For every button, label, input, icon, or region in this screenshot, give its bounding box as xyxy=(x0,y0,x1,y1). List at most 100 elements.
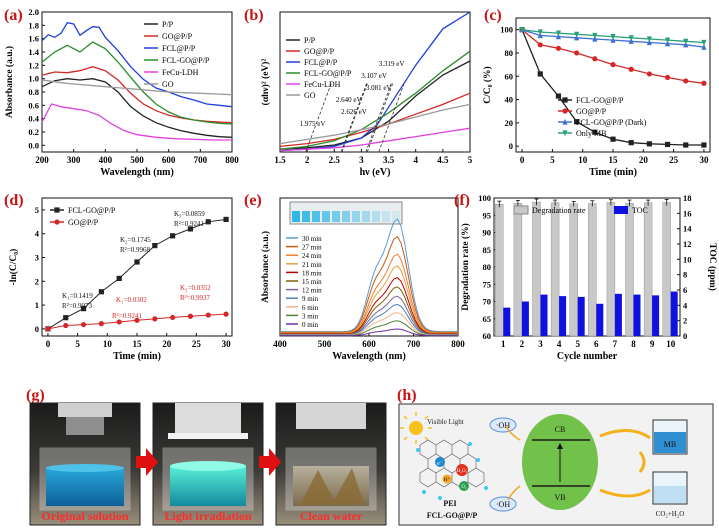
bar-toc xyxy=(652,295,660,336)
bar-toc xyxy=(521,301,529,336)
legend-entry: 9 min xyxy=(302,295,319,303)
legend-entry: 27 min xyxy=(302,244,322,252)
legend-entry: GO xyxy=(162,80,174,89)
x-tick-label-a: 700 xyxy=(194,155,208,165)
data-point-Only MB xyxy=(519,27,525,33)
x-tick-label-a: 300 xyxy=(67,155,81,165)
rate-constant-label: R²=0.9968 xyxy=(120,246,150,254)
bar-toc xyxy=(596,303,604,336)
data-point-FCL-GO@P/P (Dark) xyxy=(574,34,580,41)
legend-entry: FCL-GO@P/P xyxy=(576,96,624,105)
y2-tick-label-f: 6 xyxy=(683,285,687,295)
legend-entry: GO@P/P xyxy=(68,218,99,227)
y-tick-label-c: 20 xyxy=(505,118,514,128)
spectrum-30 min xyxy=(280,218,458,333)
x-tick-label-b: 5 xyxy=(468,155,473,165)
y-tick-label-f: 60 xyxy=(483,331,492,341)
legend-entry: 21 min xyxy=(302,261,322,269)
bar-degradation-rate xyxy=(625,202,634,337)
y-tick-label-d: 4 xyxy=(35,229,40,239)
bar-degradation-rate xyxy=(569,203,578,337)
series-line-FCL-GO@P/P xyxy=(279,50,471,150)
legend-entry: 30 min xyxy=(302,235,322,243)
chart-panels: 200 300 400 500 600 700 8000.00.20.40.60.81.01… xyxy=(4,7,718,362)
legend-entry: 6 min xyxy=(302,304,319,312)
x-axis-label-f: Cycle number xyxy=(557,351,618,362)
x-tick-label-a: 500 xyxy=(130,155,144,165)
data-point-GO@P/P xyxy=(134,317,140,323)
data-point-FCL-GO@P/P (Dark) xyxy=(537,32,543,39)
band-gap-label: 3.081 eV xyxy=(366,84,392,92)
data-point-FCL-GO@P/P (Dark) xyxy=(628,38,634,44)
legend-entry: 18 min xyxy=(302,269,322,277)
y-tick-label-a: 1.4 xyxy=(28,47,39,57)
band-gap-label: 3.107 eV xyxy=(361,72,387,80)
data-point-GO@P/P xyxy=(98,321,104,327)
data-point-FCL-GO@P/P (Dark) xyxy=(646,39,652,46)
legend-entry: FeCu-LDH xyxy=(304,80,341,89)
data-point-GO@P/P xyxy=(116,319,122,325)
x-tick-label-c: 25 xyxy=(669,155,679,165)
data-point-FCL-GO@P/P xyxy=(628,140,634,146)
h2o2-label: H₂O₂ xyxy=(457,469,468,474)
legend-entry: 3 min xyxy=(302,312,319,320)
x-tick-label-e: 400 xyxy=(273,339,287,349)
rate-constant-label: K₃=0.0859 xyxy=(174,210,205,218)
y-tick-label-a: 1.8 xyxy=(28,20,39,30)
legend-entry: FCL@P/P xyxy=(304,58,338,67)
photo-strip: Original solution Light irradiation Clea… xyxy=(29,402,387,526)
y-axis-label-e: Absorbance (a.u.) xyxy=(260,231,271,303)
caption-original-solution: Original solution xyxy=(41,509,128,523)
y-tick-label-a: 0.4 xyxy=(28,114,39,124)
data-point-FCL-GO@P/P xyxy=(80,306,87,312)
y2-tick-label-f: 4 xyxy=(683,300,688,310)
data-point-Only MB xyxy=(610,34,616,40)
legend-entry: 0 min xyxy=(302,321,319,329)
panel-label-h: (h) xyxy=(397,387,417,404)
bar-toc xyxy=(577,296,585,336)
panel-label-b: (b) xyxy=(244,7,264,24)
photo-clean-water xyxy=(275,402,387,526)
plot-frame-b xyxy=(279,11,471,153)
rate-constant-label: R²=0.9937 xyxy=(180,294,210,302)
tangent-line xyxy=(340,81,368,153)
spectrum-27 min xyxy=(280,235,458,333)
bar-degradation-rate xyxy=(550,202,560,337)
legend-marker xyxy=(54,219,60,225)
x-tick-label-f: 8 xyxy=(631,339,636,349)
legend-swatch xyxy=(513,205,529,215)
mb-label: MB xyxy=(664,440,676,449)
photo-original-solution xyxy=(29,402,141,526)
rate-constant-label: R²=0.9241 xyxy=(112,312,142,320)
y2-tick-label-f: 2 xyxy=(683,316,687,326)
data-point-Only MB xyxy=(646,36,652,43)
x-tick-label-e: 500 xyxy=(318,339,332,349)
photo-light-irradiation xyxy=(152,402,264,526)
data-point-FCL-GO@P/P xyxy=(574,119,580,125)
x-axis-label-b: hν (eV) xyxy=(360,167,391,178)
panel-label-e: (e) xyxy=(244,192,262,209)
legend-entry: FCL-GO@P/P xyxy=(68,206,116,215)
y-axis-label-c: C/C₀ (%) xyxy=(482,66,493,103)
bar-toc xyxy=(633,294,641,336)
electron-label-1: e⁻ xyxy=(437,461,443,467)
bar-toc xyxy=(503,307,511,336)
rate-constant-label: K₁=0.1419 xyxy=(62,292,93,300)
y-tick-label-d: 1 xyxy=(35,300,39,310)
products-label: CO₂+H₂O xyxy=(656,510,685,518)
y2-tick-label-f: 10 xyxy=(683,254,692,264)
x-tick-label-b: 4.5 xyxy=(437,155,449,165)
cb-label: CB xyxy=(555,425,566,434)
y-tick-label-a: 1.6 xyxy=(28,34,39,44)
y-tick-label-d: 2 xyxy=(35,276,39,286)
legend-entry: 24 min xyxy=(302,252,322,260)
x-tick-label-a: 600 xyxy=(162,155,176,165)
x-tick-label-e: 700 xyxy=(407,339,421,349)
data-point-GO@P/P xyxy=(187,313,194,319)
y-tick-label-c: 80 xyxy=(505,48,514,58)
legend-marker xyxy=(562,118,568,125)
bar-toc xyxy=(559,296,567,336)
data-point-FCL-GO@P/P xyxy=(98,289,104,295)
x-tick-label-c: 10 xyxy=(578,155,588,165)
